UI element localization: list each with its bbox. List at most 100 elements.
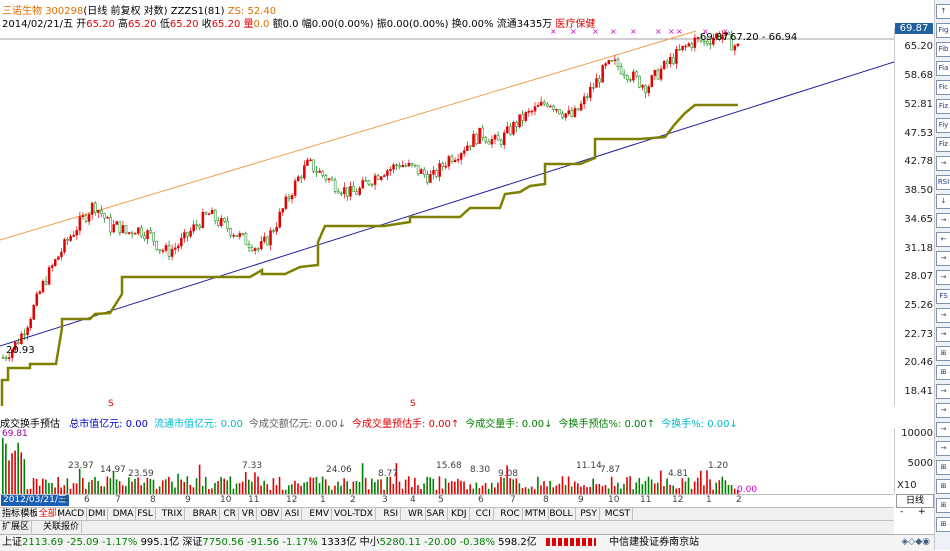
sh-index-label[interactable]: 上证 xyxy=(2,537,22,548)
indicator-tab[interactable]: MACD xyxy=(55,508,88,520)
volume-bar xyxy=(626,477,628,494)
candle-body xyxy=(659,68,663,80)
indicator-tab[interactable]: WR xyxy=(406,508,427,520)
zx-index-change: -20.00 xyxy=(424,537,457,548)
low-value: 65.20 xyxy=(169,19,199,30)
volume-bar xyxy=(647,476,650,494)
indicator-tab[interactable]: CR xyxy=(221,508,239,520)
toolbar-button[interactable]: → xyxy=(936,213,950,228)
sub-tab[interactable]: 扩展区 xyxy=(0,521,33,533)
candle-body xyxy=(44,280,48,285)
indicator-tab[interactable]: DMA xyxy=(111,508,137,520)
candle-body xyxy=(481,127,484,138)
volume-bar xyxy=(703,485,705,494)
toolbar-button[interactable]: → xyxy=(936,270,950,285)
sub-tab[interactable]: 关联报价 xyxy=(41,521,83,533)
indicator-tab[interactable]: PSY xyxy=(578,508,600,520)
indicator-tab[interactable]: BRAR xyxy=(191,508,221,520)
indicator-tab[interactable]: OBV xyxy=(258,508,283,520)
zoom-out-button[interactable]: - xyxy=(900,507,904,517)
volume-bar xyxy=(158,486,161,494)
candle-body xyxy=(555,109,558,111)
volume-bar xyxy=(521,488,524,494)
indicator-tab[interactable]: BOLL xyxy=(547,508,576,520)
toolbar-button[interactable]: Fiz xyxy=(936,99,950,114)
volume-bar xyxy=(733,488,736,494)
toolbar-button[interactable]: ⊞ xyxy=(936,479,950,494)
candle-body xyxy=(173,247,177,250)
sz-index-label[interactable]: 深证 xyxy=(182,537,203,548)
indicator-tab[interactable]: ROC xyxy=(498,508,523,520)
candle-body xyxy=(564,113,567,118)
volume-chart[interactable]: 69.81 0.00 23.97 14.97 23.59 7.33 24.06 8.77 1… xyxy=(0,428,894,494)
split-marker: S xyxy=(410,399,416,406)
candle-body xyxy=(75,230,79,236)
candle-body xyxy=(321,170,325,176)
toolbar-button[interactable]: → xyxy=(936,384,950,399)
candle-body xyxy=(266,236,269,246)
volume-bar xyxy=(161,480,164,494)
indicator-tab[interactable]: SAR xyxy=(424,508,448,520)
status-bar: 上证2113.69 -25.09 -1.17% 995.1亿 深证7750.56… xyxy=(0,534,934,551)
toolbar-button[interactable]: ↑ xyxy=(936,4,950,19)
candle-body xyxy=(370,183,374,186)
toolbar-button[interactable]: → xyxy=(936,251,950,266)
toolbar-button[interactable]: Fig xyxy=(936,23,950,38)
toolbar-button[interactable]: Fia xyxy=(936,61,950,76)
indicator-tab[interactable]: FSL xyxy=(135,508,156,520)
zx-index-label[interactable]: 中小 xyxy=(359,537,380,548)
toolbar-button[interactable]: ⊞ xyxy=(936,365,950,380)
indicator-tab[interactable]: 全部 xyxy=(36,508,60,520)
volume-bar xyxy=(334,485,336,494)
indicator-tab[interactable]: MCST xyxy=(603,508,634,520)
toolbar-button[interactable]: ⊞ xyxy=(936,346,950,361)
open-label: 开 xyxy=(76,19,87,30)
toolbar-button[interactable]: ↓ xyxy=(936,194,950,209)
toolbar-button[interactable]: → xyxy=(936,308,950,323)
indicator-tab[interactable]: ASI xyxy=(283,508,303,520)
toolbar-button[interactable]: → xyxy=(936,422,950,437)
volume-bar xyxy=(143,482,146,494)
toolbar-button[interactable]: ⊞ xyxy=(936,517,950,532)
date-tick: 11 xyxy=(248,495,260,505)
price-chart[interactable]: × × × × × × × × × × 69.87 67.20 - 66.94 20.93 S S xyxy=(0,28,894,406)
svg-text:×: × xyxy=(702,28,709,36)
indicator-tab[interactable]: RSI xyxy=(381,508,402,520)
toolbar-button[interactable]: ← xyxy=(936,232,950,247)
period-select[interactable]: 日线 xyxy=(896,494,934,508)
volume-bar xyxy=(140,485,142,494)
indicator-tab[interactable]: MTM xyxy=(523,508,549,520)
toolbar-button[interactable]: → xyxy=(936,441,950,456)
toolbar-button[interactable]: → xyxy=(936,327,950,342)
indicator-tab[interactable]: EMV xyxy=(307,508,332,520)
candle-body xyxy=(601,65,604,83)
volume-bar xyxy=(229,476,232,494)
volume-bar xyxy=(684,481,687,494)
indicator-tab[interactable]: VOL-TDX xyxy=(332,508,376,520)
candle-body xyxy=(490,139,494,145)
candle-body xyxy=(287,196,291,200)
toolbar-button[interactable]: ⊞ xyxy=(936,460,950,475)
toolbar-button[interactable]: ⊞ xyxy=(936,498,950,513)
toolbar-button[interactable]: Fiy xyxy=(936,118,950,133)
indicator-tab[interactable]: KDJ xyxy=(449,508,470,520)
toolbar-button[interactable]: → xyxy=(936,403,950,418)
toolbar-button[interactable]: → xyxy=(936,156,950,171)
toolbar-button[interactable]: FS xyxy=(936,289,950,304)
candle-body xyxy=(592,87,595,89)
indicator-tab[interactable]: 指标 xyxy=(0,508,24,520)
toolbar-button[interactable]: Fic xyxy=(936,80,950,95)
indicator-tab[interactable]: CCI xyxy=(474,508,494,520)
indicator-tab[interactable]: VR xyxy=(240,508,258,520)
candle-body xyxy=(278,211,281,228)
indicator-tab[interactable]: DMI xyxy=(86,508,109,520)
toolbar-button[interactable]: RSI xyxy=(936,175,950,190)
toolbar-button[interactable]: Fib xyxy=(936,42,950,57)
candle-body xyxy=(133,232,137,235)
indicator-tab[interactable]: TRIX xyxy=(160,508,186,520)
candle-body xyxy=(330,178,334,181)
zoom-in-button[interactable]: + xyxy=(918,507,926,517)
candle-body xyxy=(712,37,715,45)
candle-body xyxy=(195,224,198,227)
toolbar-button[interactable]: Fiz xyxy=(936,137,950,152)
